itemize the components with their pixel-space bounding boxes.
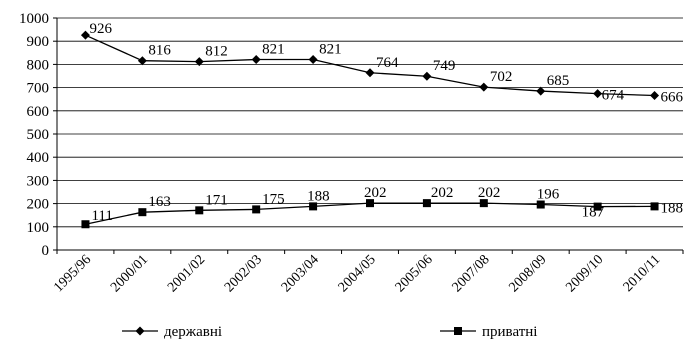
data-label: 187 (582, 205, 605, 221)
legend-marker-diamond (136, 327, 145, 336)
legend-label: державні (164, 324, 222, 340)
y-tick-label: 700 (27, 81, 50, 97)
data-point-square (252, 205, 260, 213)
data-labels: 926 816 812 821 821 764 749 702 685 674 666 111 163 1… (89, 21, 683, 224)
legend: державні приватні (122, 324, 537, 340)
data-point-diamond (422, 72, 431, 81)
data-label: 111 (91, 208, 112, 224)
data-point-square (81, 220, 89, 228)
data-label: 175 (262, 191, 285, 207)
y-tick-label: 1000 (19, 11, 49, 27)
data-label: 666 (661, 89, 684, 105)
y-tick-label: 100 (27, 220, 50, 236)
x-tick-label: 2003/04 (279, 252, 322, 295)
data-point-diamond (252, 55, 261, 64)
y-tick-label: 300 (27, 173, 50, 189)
y-axis-ticks: 0 100 200 300 400 500 600 700 800 900 1000 (19, 11, 57, 259)
data-label: 202 (431, 185, 454, 201)
y-tick-label: 0 (42, 243, 50, 259)
y-tick-label: 500 (27, 127, 50, 143)
data-label: 188 (307, 188, 330, 204)
y-tick-label: 900 (27, 34, 50, 50)
x-tick-label: 2002/03 (222, 252, 265, 295)
data-point-square (423, 199, 431, 207)
x-axis-ticks: 1995/96 2000/01 2001/02 2002/03 2003/04 2004/… (51, 250, 683, 295)
data-label: 196 (537, 187, 560, 203)
data-point-diamond (650, 91, 659, 100)
data-point-square (138, 208, 146, 216)
data-label: 171 (205, 192, 228, 208)
x-tick-label: 2005/06 (393, 252, 436, 295)
x-tick-label: 2004/05 (336, 252, 379, 295)
x-tick-label: 2008/09 (506, 252, 549, 295)
data-label: 812 (205, 44, 228, 60)
legend-label: приватні (482, 324, 537, 340)
y-tick-label: 400 (27, 150, 50, 166)
y-tick-label: 600 (27, 104, 50, 120)
data-point-diamond (366, 68, 375, 77)
data-label: 749 (433, 58, 456, 74)
data-label: 674 (602, 88, 625, 104)
data-label: 202 (364, 185, 387, 201)
x-tick-label: 2000/01 (108, 252, 151, 295)
data-label: 188 (661, 200, 684, 216)
data-point-diamond (479, 83, 488, 92)
x-tick-label: 2007/08 (450, 252, 493, 295)
x-tick-label: 2009/10 (563, 252, 606, 295)
data-label: 702 (490, 69, 513, 85)
data-label: 685 (547, 73, 570, 89)
data-label: 821 (262, 42, 285, 58)
x-tick-label: 2010/11 (621, 252, 664, 295)
legend-marker-square (454, 327, 462, 335)
y-tick-label: 800 (27, 57, 50, 73)
data-point-square (651, 202, 659, 210)
x-tick-label: 1995/96 (51, 252, 94, 295)
data-label: 202 (478, 185, 501, 201)
data-point-diamond (309, 55, 318, 64)
data-label: 926 (89, 21, 112, 37)
data-label: 821 (319, 42, 342, 58)
data-point-diamond (138, 56, 147, 65)
data-label: 764 (376, 55, 399, 71)
data-label: 816 (148, 43, 171, 59)
x-tick-label: 2001/02 (165, 252, 208, 295)
y-tick-label: 200 (27, 197, 50, 213)
data-label: 163 (148, 194, 171, 210)
data-point-square (195, 206, 203, 214)
